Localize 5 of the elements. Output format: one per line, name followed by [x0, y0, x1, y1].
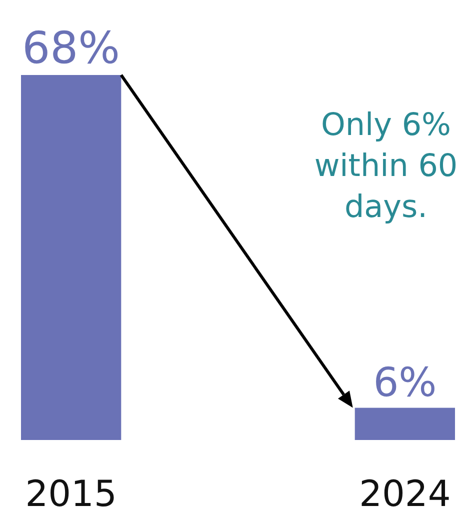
data-label: 6% [373, 360, 437, 406]
x-tick-label: 2015 [25, 474, 117, 510]
data-label: 68% [22, 23, 120, 74]
annotation: Only 6% within 60 days. [314, 107, 458, 225]
x-tick-label: 2024 [359, 474, 451, 510]
